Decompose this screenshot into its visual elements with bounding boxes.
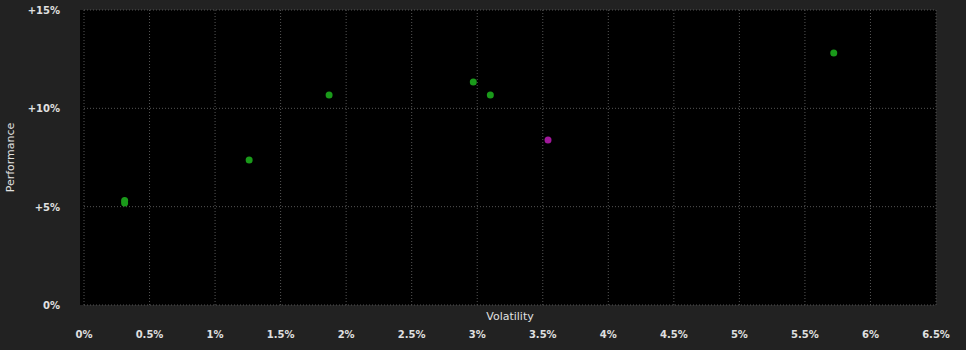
x-grid-line: [149, 10, 150, 305]
y-tick-label: +5%: [35, 202, 60, 213]
x-grid-line: [936, 10, 937, 305]
x-tick-label: 4.5%: [660, 329, 688, 340]
y-grid-line: [84, 206, 936, 207]
x-grid-line: [608, 10, 609, 305]
point: [121, 197, 128, 204]
x-tick-label: 3.5%: [529, 329, 557, 340]
x-grid-line: [84, 10, 85, 305]
point: [326, 91, 333, 98]
x-grid-line: [739, 10, 740, 305]
y-grid-line: [84, 10, 936, 11]
x-tick-label: 5.5%: [791, 329, 819, 340]
points: [121, 50, 837, 207]
y-tick-label: 0%: [43, 300, 60, 311]
x-tick-label: 6%: [862, 329, 879, 340]
x-tick-label: 3%: [469, 329, 486, 340]
point: [830, 50, 837, 57]
x-grid-line: [673, 10, 674, 305]
x-tick-label: 6.5%: [922, 329, 950, 340]
x-tick-label: 2%: [338, 329, 355, 340]
y-tick-label: +15%: [28, 5, 60, 16]
x-tick-label: 0%: [76, 329, 93, 340]
point: [470, 78, 477, 85]
x-tick-label: 0.5%: [136, 329, 164, 340]
y-tick-label: +10%: [28, 103, 60, 114]
x-tick-label: 4%: [600, 329, 617, 340]
y-axis-label: Performance: [4, 122, 17, 192]
y-grid-line: [84, 108, 936, 109]
x-tick-label: 2.5%: [398, 329, 426, 340]
point: [487, 91, 494, 98]
plot-area: [80, 10, 936, 305]
x-grid-line: [870, 10, 871, 305]
y-grid-line: [84, 305, 936, 306]
point: [545, 136, 552, 143]
x-tick-label: 5%: [731, 329, 748, 340]
x-axis-label: Volatility: [486, 310, 534, 323]
x-grid-line: [542, 10, 543, 305]
x-tick-label: 1%: [207, 329, 224, 340]
x-grid-line: [280, 10, 281, 305]
chart: 0% 0.5% 1% 1.5% 2% 2.5% 3% 3.5% 4% 4.5% 5% 5.5% 6% 6.…: [0, 0, 966, 350]
background: [0, 0, 966, 350]
x-grid-line: [411, 10, 412, 305]
x-grid-line: [477, 10, 478, 305]
x-tick-label: 1.5%: [267, 329, 295, 340]
x-grid-line: [215, 10, 216, 305]
x-grid-line: [804, 10, 805, 305]
x-grid-line: [346, 10, 347, 305]
point: [246, 157, 253, 164]
